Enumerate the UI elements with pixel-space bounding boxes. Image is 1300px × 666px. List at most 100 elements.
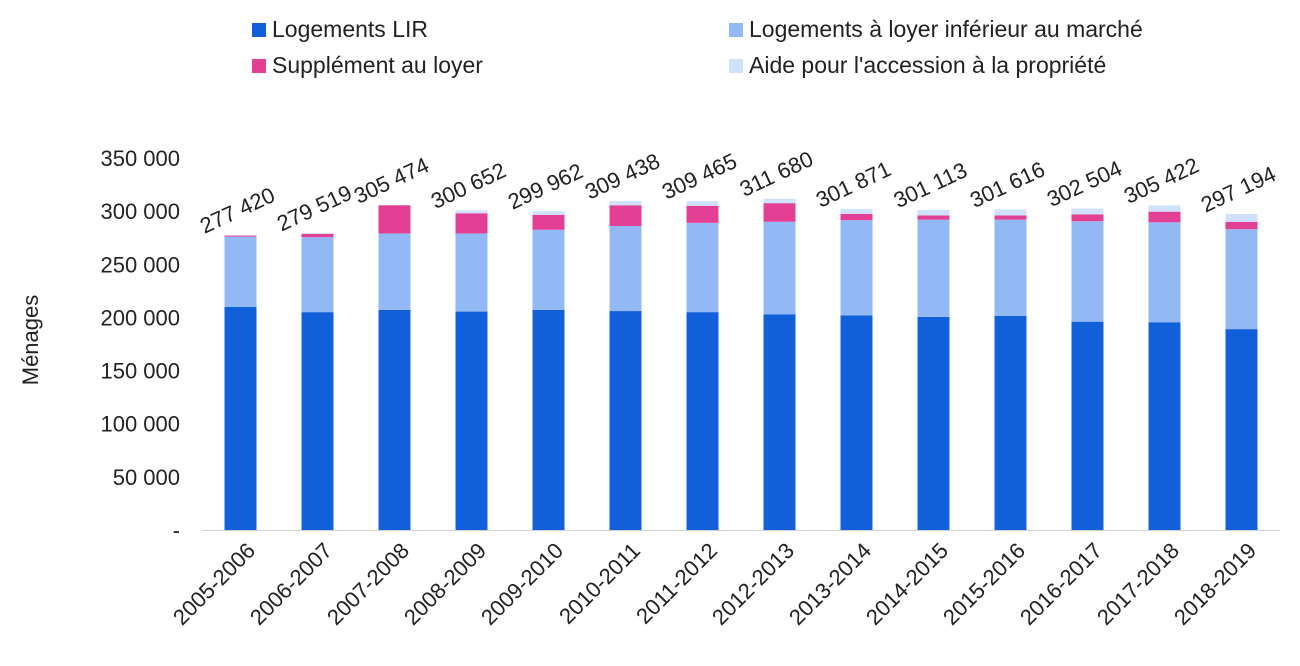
- bar-segment-3: [301, 233, 334, 238]
- bar-segment-3: [917, 215, 950, 220]
- legend-item-loyer-inferieur: Logements à loyer inférieur au marché: [729, 16, 1143, 43]
- x-tick-label: 2014-2015: [861, 538, 953, 630]
- bar-segment-2: [686, 222, 719, 313]
- x-tick-label: 2010-2011: [554, 538, 645, 629]
- y-tick-label: 150 000: [100, 359, 180, 384]
- bar-segment-4: [1148, 205, 1181, 212]
- x-tick-label: 2008-2009: [399, 538, 491, 630]
- y-tick-label: 50 000: [113, 465, 180, 490]
- bar-segment-1: [301, 312, 334, 530]
- legend-swatch: [252, 58, 266, 73]
- y-tick-label: 200 000: [100, 305, 180, 330]
- bar-segment-3: [609, 205, 642, 227]
- bar-segment-3: [686, 205, 719, 223]
- bar-segment-1: [1148, 322, 1181, 530]
- legend-label: Logements à loyer inférieur au marché: [749, 16, 1143, 42]
- legend-label: Supplément au loyer: [272, 52, 483, 78]
- bar-total-label: 300 652: [427, 158, 510, 214]
- bar-segment-3: [378, 205, 411, 234]
- x-tick-label: 2012-2013: [707, 538, 799, 630]
- bar-total-label: 299 962: [504, 158, 587, 214]
- bar-segment-4: [609, 201, 642, 206]
- bar-segment-1: [917, 316, 950, 530]
- bars: [224, 198, 1258, 530]
- y-tick-label: 350 000: [100, 146, 180, 171]
- bar-segment-2: [994, 219, 1027, 316]
- bar-total-label: 305 422: [1120, 152, 1203, 208]
- legend-swatch: [729, 22, 743, 37]
- bar-segment-1: [609, 311, 642, 530]
- bar-segment-3: [994, 215, 1027, 220]
- bar-segment-2: [455, 233, 488, 312]
- bar-total-label: 301 616: [966, 156, 1049, 212]
- bar-segment-2: [532, 229, 565, 310]
- y-axis-title: Ménages: [18, 295, 43, 386]
- bar-segment-1: [378, 309, 411, 530]
- bar-total-label: 301 113: [890, 157, 971, 213]
- bar-total-label: 302 504: [1043, 156, 1126, 212]
- bar-segment-3: [532, 214, 565, 230]
- bar-total-label: 277 420: [196, 182, 279, 238]
- bar-total-label: 309 465: [658, 148, 741, 204]
- bar-segment-4: [840, 209, 873, 214]
- bar-segment-3: [224, 235, 257, 237]
- y-tick-label: -: [173, 518, 180, 543]
- bar-segment-1: [455, 311, 488, 530]
- bar-segment-1: [224, 306, 257, 530]
- bar-segment-4: [763, 198, 796, 204]
- bar-segment-4: [301, 232, 334, 234]
- x-tick-label: 2005-2006: [168, 538, 260, 630]
- bar-total-label: 309 438: [581, 148, 664, 204]
- bar-segment-2: [763, 221, 796, 315]
- bar-segment-2: [224, 236, 257, 307]
- bar-segment-4: [455, 210, 488, 214]
- bar-segment-1: [840, 315, 873, 530]
- bar-segment-2: [917, 219, 950, 317]
- x-tick-label: 2007-2008: [322, 538, 414, 630]
- bar-segment-3: [1225, 221, 1258, 230]
- bar-segment-2: [609, 226, 642, 312]
- bar-segment-1: [1071, 321, 1104, 530]
- bar-segment-4: [1071, 208, 1104, 215]
- bar-segment-2: [378, 233, 411, 310]
- legend-swatch: [729, 58, 743, 73]
- x-tick-label: 2018-2019: [1169, 538, 1261, 630]
- x-tick-label: 2017-2018: [1092, 538, 1184, 630]
- bar-segment-4: [917, 209, 950, 216]
- x-tick-label: 2013-2014: [784, 538, 876, 630]
- legend-item-supplement-loyer: Supplément au loyer: [252, 52, 483, 79]
- x-tick-label: 2009-2010: [476, 538, 568, 630]
- x-tick-label: 2016-2017: [1015, 538, 1107, 630]
- x-tick-label: 2015-2016: [938, 538, 1030, 630]
- bar-segment-2: [1148, 222, 1181, 323]
- x-axis-ticks: 2005-20062006-20072007-20082008-20092009…: [168, 538, 1261, 630]
- y-tick-label: 300 000: [100, 199, 180, 224]
- legend-item-logements-lir: Logements LIR: [252, 16, 428, 43]
- bar-segment-3: [840, 213, 873, 221]
- bar-segment-3: [1071, 214, 1104, 222]
- bar-segment-3: [455, 213, 488, 234]
- bar-total-label: 311 680: [736, 146, 817, 202]
- bar-segment-4: [532, 211, 565, 215]
- bar-segment-4: [686, 201, 719, 206]
- y-axis-ticks: - 50 000 100 000 150 000 200 000 250 000 300 0…: [100, 146, 180, 543]
- bar-segment-1: [686, 312, 719, 530]
- bar-segment-2: [301, 237, 334, 313]
- bar-total-label: 279 519: [273, 180, 356, 236]
- bar-segment-1: [763, 314, 796, 530]
- bar-segment-2: [1071, 221, 1104, 322]
- x-tick-label: 2006-2007: [245, 538, 337, 630]
- bar-segment-1: [1225, 329, 1258, 530]
- bar-segment-1: [994, 315, 1027, 530]
- legend-label: Aide pour l'accession à la propriété: [749, 52, 1107, 78]
- legend-swatch: [252, 22, 266, 37]
- bar-segment-4: [1225, 214, 1258, 222]
- y-tick-label: 250 000: [100, 252, 180, 277]
- bar-segment-3: [763, 203, 796, 222]
- legend-item-accession-propriete: Aide pour l'accession à la propriété: [729, 52, 1106, 79]
- x-tick-label: 2011-2012: [631, 538, 722, 629]
- bar-segment-4: [994, 209, 1027, 216]
- bar-total-label: 301 871: [812, 156, 895, 212]
- bar-segment-2: [840, 220, 873, 316]
